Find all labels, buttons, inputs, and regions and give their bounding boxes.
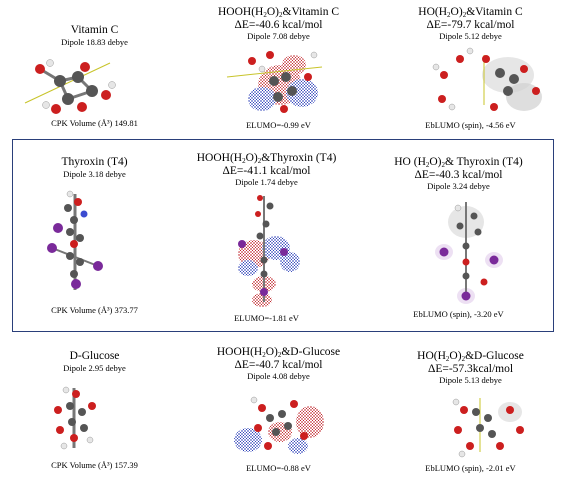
panel-title: HOOH(H2O)2&D-Glucose [216, 346, 341, 359]
ho-vitamin-c-spin-density [432, 47, 542, 111]
dipole-label: Dipole 7.08 debye [247, 31, 310, 41]
thyroxin-panel: Thyroxin (T4) Dipole 3.18 debye [0, 156, 189, 179]
dipole-label: Dipole 3.18 debye [63, 169, 126, 179]
energy-label: ΔE=-40.6 kcal/mol [234, 19, 323, 31]
panel-footer: CPK Volume (Å³) 373.77 [51, 305, 138, 315]
dipole-label: Dipole 5.12 debye [439, 31, 502, 41]
hooh-thyroxin-orbital [238, 195, 300, 307]
panel-title: HO(H2O)2&D-Glucose [417, 350, 524, 363]
ho-d-glucose-panel: HO(H2O)2&D-Glucose ΔE=-57.3kcal/mol Dipo… [376, 350, 565, 385]
panel-title: D-Glucose [69, 350, 120, 362]
panel-footer: ELUMO=-1.81 eV [234, 313, 299, 323]
hooh-d-glucose-panel: HOOH(H2O)2&D-Glucose ΔE=-40.7 kcal/mol D… [184, 346, 373, 381]
vitamin-c-panel: Vitamin C Dipole 18.83 debye [0, 24, 189, 47]
panel-footer: ELUMO=-0.88 eV [246, 463, 311, 473]
dipole-label: Dipole 18.83 debye [61, 37, 128, 47]
ho-thyroxin-panel: HO (H2O)2& Thyroxin (T4) ΔE=-40.3 kcal/m… [364, 156, 553, 191]
panel-title: Thyroxin (T4) [61, 156, 128, 168]
panel-title: HOOH(H2O)2&Vitamin C [218, 6, 339, 19]
dipole-label: Dipole 4.08 debye [247, 371, 310, 381]
hooh-thyroxin-panel: HOOH(H2O)2&Thyroxin (T4) ΔE=-41.1 kcal/m… [172, 152, 361, 187]
panel-footer: EbLUMO (spin), -4.56 eV [425, 120, 516, 130]
energy-label: ΔE=-57.3kcal/mol [427, 363, 514, 375]
panel-title: Vitamin C [70, 24, 119, 36]
energy-label: ΔE=-79.7 kcal/mol [426, 19, 515, 31]
energy-label: ΔE=-40.3 kcal/mol [414, 169, 503, 181]
ho-thyroxin-spin-density [435, 202, 503, 304]
thyroxin-molecule [47, 190, 103, 290]
panel-title: HOOH(H2O)2&Thyroxin (T4) [196, 152, 337, 165]
panel-footer: ELUMO=-0.99 eV [246, 120, 311, 130]
dipole-label: Dipole 5.13 debye [439, 375, 502, 385]
panel-footer: CPK Volume (Å³) 157.39 [51, 460, 138, 470]
dipole-label: Dipole 1.74 debye [235, 177, 298, 187]
panel-footer: CPK Volume (Å³) 149.81 [51, 118, 138, 128]
panel-title: HO (H2O)2& Thyroxin (T4) [394, 156, 523, 169]
panel-title: HO(H2O)2&Vitamin C [418, 6, 523, 19]
dipole-label: Dipole 3.24 debye [427, 181, 490, 191]
energy-label: ΔE=-40.7 kcal/mol [234, 359, 323, 371]
d-glucose-panel: D-Glucose Dipole 2.95 debye [0, 350, 189, 373]
hooh-vitamin-c-panel: HOOH(H2O)2&Vitamin C ΔE=-40.6 kcal/mol D… [184, 6, 373, 41]
ho-vitamin-c-panel: HO(H2O)2&Vitamin C ΔE=-79.7 kcal/mol Dip… [376, 6, 565, 41]
thyroxin-row-frame [12, 139, 554, 332]
hooh-d-glucose-orbital [234, 396, 324, 454]
dipole-label: Dipole 2.95 debye [63, 363, 126, 373]
vitamin-c-molecule [24, 59, 116, 114]
panel-footer: EbLUMO (spin), -2.01 eV [425, 463, 516, 473]
hooh-vitamin-c-orbital [226, 51, 323, 113]
ho-d-glucose-spin-density [452, 398, 524, 458]
panel-footer: EbLUMO (spin), -3.20 eV [413, 309, 504, 319]
energy-label: ΔE=-41.1 kcal/mol [222, 165, 311, 177]
d-glucose-molecule [54, 386, 96, 450]
